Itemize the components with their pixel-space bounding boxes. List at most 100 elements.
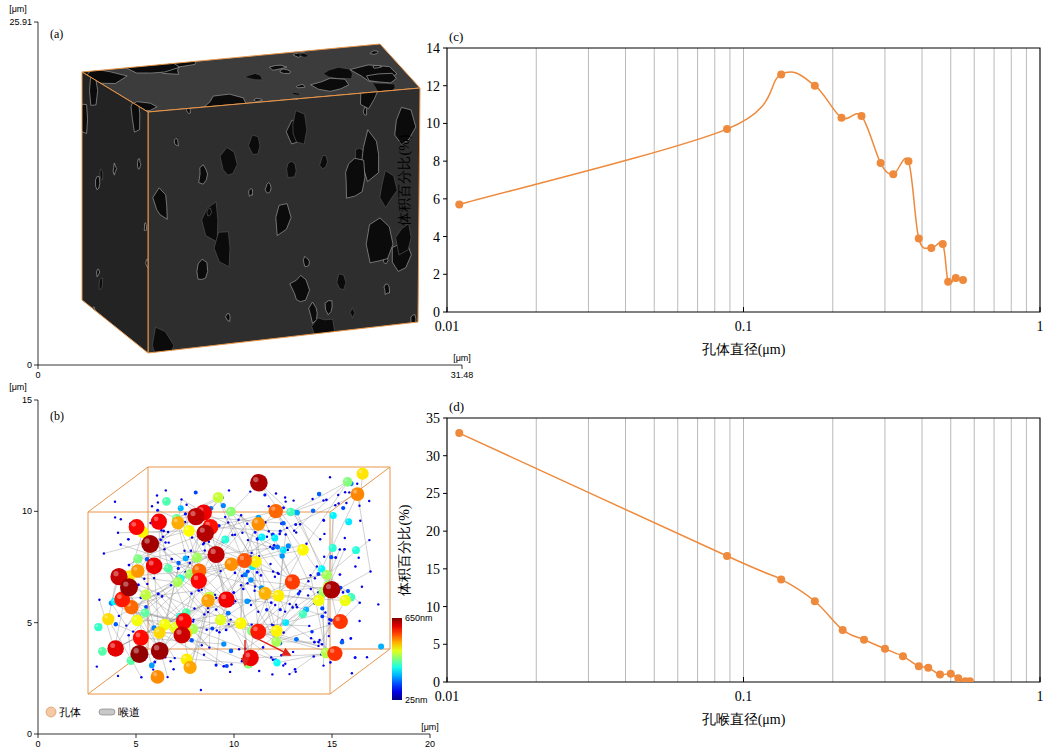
pore-texture xyxy=(214,232,230,267)
plot-area xyxy=(455,429,974,682)
pore-body xyxy=(277,572,279,574)
pore-body xyxy=(153,661,156,664)
throat xyxy=(119,577,194,609)
minor-grid-line xyxy=(714,48,715,312)
pore-body xyxy=(288,673,290,675)
pore-body xyxy=(322,499,324,501)
pore-texture xyxy=(100,169,103,180)
x-tick-label: 5 xyxy=(133,739,138,749)
highlight xyxy=(194,576,199,581)
highlight xyxy=(217,616,220,619)
data-point xyxy=(857,112,865,120)
panel-label: (b) xyxy=(50,409,64,423)
highlight xyxy=(319,567,321,569)
pore-body xyxy=(316,572,320,576)
highlight xyxy=(223,537,225,539)
highlight xyxy=(153,672,157,676)
highlight xyxy=(161,621,164,624)
pore-body xyxy=(275,545,280,550)
pore-body xyxy=(215,664,218,667)
pore-body xyxy=(192,553,202,563)
pore-body xyxy=(346,589,350,593)
pore-body xyxy=(339,548,342,551)
pore-body xyxy=(258,534,265,541)
pore-texture xyxy=(96,176,100,190)
pore-body xyxy=(271,637,281,647)
data-point xyxy=(811,597,819,605)
throat xyxy=(119,577,160,651)
pore-body xyxy=(200,689,202,691)
highlight xyxy=(179,506,181,508)
minor-grid-line xyxy=(625,418,626,682)
pore-body xyxy=(319,538,321,540)
pore-texture xyxy=(290,87,298,100)
data-point xyxy=(959,276,967,284)
pore-body xyxy=(151,642,169,660)
highlight xyxy=(117,594,122,599)
throat xyxy=(258,500,326,524)
x-axis xyxy=(38,365,462,366)
box-edge xyxy=(148,467,390,468)
pore-texture xyxy=(296,84,305,88)
pore-body xyxy=(310,637,312,639)
highlight xyxy=(135,556,138,559)
pore-body xyxy=(213,492,224,503)
pore-body xyxy=(206,629,208,631)
highlight xyxy=(353,490,357,494)
pore-texture xyxy=(337,274,346,290)
pore-body xyxy=(293,530,295,532)
pore-body xyxy=(321,643,324,646)
pore-body xyxy=(118,615,120,617)
pore-body xyxy=(269,546,271,548)
x-tick-label: 0.1 xyxy=(735,689,753,704)
pore-body xyxy=(246,523,248,525)
pore-texture xyxy=(207,208,212,216)
pore-body xyxy=(168,541,170,543)
grid-line xyxy=(743,48,744,312)
throat xyxy=(283,585,327,633)
highlight xyxy=(96,625,98,627)
data-point xyxy=(723,552,731,560)
pore-body xyxy=(163,548,165,550)
data-point xyxy=(889,170,897,178)
minor-grid-line xyxy=(950,418,951,682)
pore-body xyxy=(119,543,122,546)
highlight xyxy=(288,509,291,512)
pore-body xyxy=(96,665,98,667)
pore-body xyxy=(357,468,369,480)
pore-body xyxy=(285,500,287,502)
throat xyxy=(218,497,250,556)
throat xyxy=(205,533,226,599)
pore-body xyxy=(260,574,263,577)
pore-texture xyxy=(318,343,329,358)
pore-texture xyxy=(97,269,100,277)
pore-body xyxy=(215,597,217,599)
pore-body xyxy=(329,661,332,664)
throat xyxy=(265,522,292,582)
pore-body xyxy=(284,496,286,498)
minor-grid-line xyxy=(697,48,698,312)
highlight xyxy=(144,538,149,543)
x-tick-label: 0 xyxy=(35,370,40,380)
pore-body xyxy=(268,505,270,507)
highlight xyxy=(134,648,139,653)
minor-grid-line xyxy=(1026,418,1027,682)
pore-body xyxy=(133,630,149,646)
data-point xyxy=(915,662,923,670)
pore-texture xyxy=(244,73,263,80)
data-point xyxy=(811,82,819,90)
pore-body xyxy=(329,555,333,559)
throat xyxy=(168,568,186,612)
pore-body xyxy=(329,476,331,478)
highlight xyxy=(272,536,274,538)
pore-body xyxy=(174,627,191,644)
minor-grid-line xyxy=(974,418,975,682)
y-tick-label: 10 xyxy=(426,116,440,131)
pore-body xyxy=(156,509,159,512)
x-tick xyxy=(332,734,333,738)
pore-body xyxy=(203,654,205,656)
pore-texture xyxy=(384,284,390,295)
plot-area xyxy=(455,70,967,285)
throat xyxy=(276,511,303,550)
pore-texture xyxy=(373,65,382,68)
